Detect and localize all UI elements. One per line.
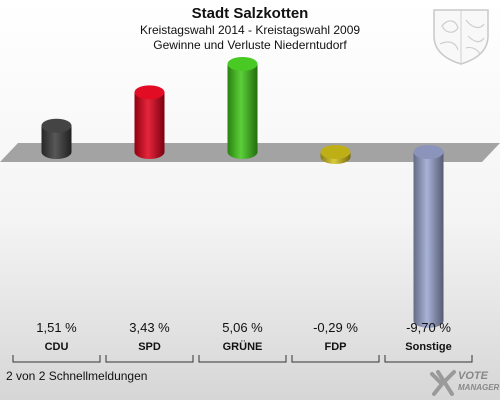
bar-sonstige: [413, 145, 444, 159]
bar-bottom-spd: [134, 145, 165, 159]
coat-of-arms-icon: [433, 9, 489, 65]
chart-header: Stadt Salzkotten Kreistagswahl 2014 - Kr…: [0, 4, 500, 53]
bar-fdp: [320, 145, 351, 159]
chart-title: Stadt Salzkotten: [191, 5, 309, 22]
bar-body-spd: [134, 92, 165, 152]
bar-body-sonstige: [413, 152, 444, 321]
bar-bottom-sonstige: [413, 313, 444, 328]
bar-spd: [134, 85, 165, 100]
category-bracket-cdu: [12, 355, 101, 363]
value-label-cdu: 1,51 %: [36, 320, 77, 335]
chart-subtitle-2: Gewinne und Verluste Niederntudorf: [153, 38, 347, 52]
category-bracket-spd: [105, 355, 194, 363]
value-label-fdp: -0,29 %: [313, 320, 358, 335]
category-label-sonstige: Sonstige: [405, 341, 451, 353]
category-label-cdu: CDU: [45, 341, 69, 353]
category-label-fdp: FDP: [325, 341, 347, 353]
footer-status: 2 von 2 Schnellmeldungen: [6, 369, 148, 383]
value-label-spd: 3,43 %: [129, 320, 170, 335]
category-label-gr-ne: GRÜNE: [223, 340, 263, 353]
vote-manager-logo: VOTE MANAGER: [428, 368, 500, 398]
value-label-gr-ne: 5,06 %: [222, 320, 263, 335]
bar-bottom-gr-ne: [227, 145, 258, 159]
bar-cdu: [41, 118, 72, 133]
brand-line-1: VOTE: [458, 370, 488, 382]
value-label-sonstige: -9,70 %: [406, 320, 451, 335]
brand-line-2: MANAGER: [458, 383, 500, 392]
bar-gr-ne: [227, 56, 258, 71]
vote-manager-x-icon: [430, 370, 456, 396]
category-bracket-fdp: [291, 355, 380, 363]
chart-subtitle: Kreistagswahl 2014 - Kreistagswahl 2009: [139, 23, 361, 37]
bar-bottom-cdu: [41, 145, 72, 159]
category-bracket-gr-ne: [198, 355, 287, 363]
bar-body-gr-ne: [227, 63, 258, 152]
category-bracket-sonstige: [384, 355, 473, 363]
category-label-spd: SPD: [138, 341, 161, 353]
